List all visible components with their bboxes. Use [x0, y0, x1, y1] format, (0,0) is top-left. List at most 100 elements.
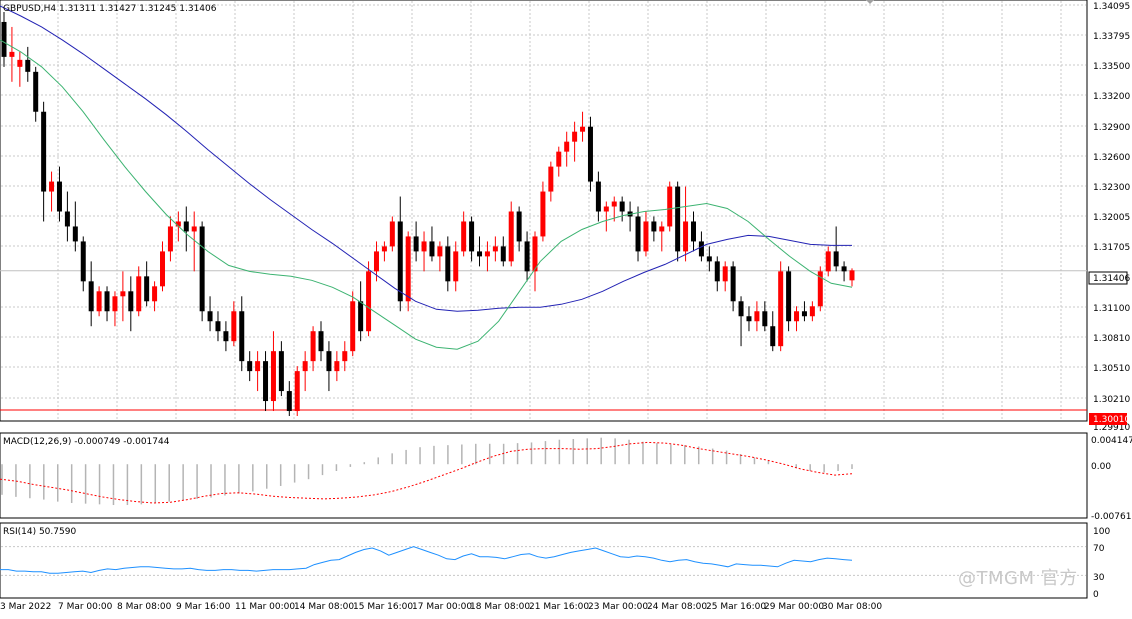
candle: [199, 221, 205, 322]
candle-body: [548, 166, 554, 192]
candle: [603, 201, 609, 232]
candle: [500, 236, 506, 267]
candle-body: [500, 246, 506, 262]
candle: [825, 246, 831, 277]
candle: [231, 301, 237, 347]
candle-body: [461, 221, 467, 252]
candle-body: [56, 181, 62, 212]
candle: [754, 301, 760, 332]
candle-body: [104, 291, 110, 312]
macd-axis-max: 0.004147: [1091, 436, 1132, 446]
candle-body: [64, 211, 70, 227]
candle-body: [25, 59, 31, 72]
candle: [437, 241, 443, 272]
price-axis: 1.34095 1.33795 1.33500 1.33200 1.32900 …: [1093, 2, 1130, 433]
slow-moving-average-line: [0, 5, 852, 312]
candle-body: [318, 331, 324, 352]
candle-body: [508, 211, 514, 262]
candle: [270, 331, 276, 412]
candle: [294, 366, 300, 417]
candle: [659, 221, 665, 252]
svg-text:1.32300: 1.32300: [1093, 183, 1130, 193]
candle-body: [437, 246, 443, 257]
candle: [841, 261, 847, 282]
current-price-tag: [1088, 271, 1128, 285]
candle: [112, 291, 118, 327]
candle: [746, 306, 752, 332]
candle: [690, 211, 696, 252]
candle: [223, 321, 229, 352]
candle-body: [33, 71, 39, 112]
candle-body: [651, 221, 657, 232]
macd-signal-line: [0, 441, 853, 504]
fast-moving-average-line: [0, 39, 853, 350]
candle: [532, 231, 538, 292]
watermark-text: @TMGM 官方: [958, 568, 1078, 589]
candle: [49, 171, 55, 212]
candle-body: [389, 221, 395, 247]
candle: [41, 101, 47, 222]
candle: [770, 311, 776, 352]
candle-body: [825, 251, 831, 272]
candle: [762, 301, 768, 332]
candle: [366, 261, 372, 337]
candle-body: [1, 21, 7, 57]
candle-body: [397, 221, 403, 302]
svg-text:1.31100: 1.31100: [1093, 304, 1130, 314]
candle-body: [72, 226, 78, 242]
candle-body: [167, 226, 173, 252]
candle: [461, 211, 467, 257]
macd-axis-min: -0.007613: [1091, 512, 1132, 522]
candle: [833, 226, 839, 272]
svg-text:24 Mar 08:00: 24 Mar 08:00: [647, 602, 707, 612]
main-panel-header: GBPUSD,H4 1.31311 1.31427 1.31245 1.3140…: [3, 4, 217, 14]
candle: [104, 286, 110, 322]
candle: [413, 221, 419, 262]
candle-body: [540, 191, 546, 237]
candle: [56, 166, 62, 222]
svg-text:1.33795: 1.33795: [1093, 32, 1130, 42]
candle-body: [120, 291, 126, 297]
svg-text:1.31705: 1.31705: [1093, 243, 1130, 253]
candle: [778, 261, 784, 352]
time-axis: 3 Mar 2022 7 Mar 00:00 8 Mar 08:00 9 Mar…: [0, 602, 882, 612]
candle-body: [112, 296, 118, 312]
candle: [239, 296, 245, 372]
level-price-tag: [1089, 413, 1127, 425]
candle-body: [128, 291, 134, 312]
candle-body: [722, 266, 728, 282]
candle-body: [199, 226, 205, 312]
candle: [286, 381, 292, 417]
svg-text:1.32005: 1.32005: [1093, 213, 1130, 223]
candle: [342, 341, 348, 372]
candle-body: [611, 201, 617, 207]
candle-body: [778, 271, 784, 347]
rsi-axis-0: 0: [1093, 590, 1099, 600]
candle-body: [587, 126, 593, 182]
candle: [667, 181, 673, 232]
candle: [595, 171, 601, 222]
candle-body: [762, 311, 768, 327]
candle-body: [144, 276, 150, 302]
candle: [469, 216, 475, 262]
candle: [540, 181, 546, 242]
main-grid: [1, 1, 1086, 420]
candle-body: [239, 311, 245, 362]
candle: [88, 261, 94, 327]
svg-text:3 Mar 2022: 3 Mar 2022: [0, 602, 51, 612]
candle: [263, 351, 269, 412]
svg-text:1.32900: 1.32900: [1093, 123, 1130, 133]
candle: [33, 66, 39, 122]
svg-text:18 Mar 08:00: 18 Mar 08:00: [470, 602, 530, 612]
svg-text:23 Mar 00:00: 23 Mar 00:00: [588, 602, 648, 612]
macd-panel-header: MACD(12,26,9) -0.000749 -0.001744: [3, 437, 170, 447]
candle: [794, 306, 800, 332]
svg-text:11 Mar 00:00: 11 Mar 00:00: [235, 602, 295, 612]
candle-body: [730, 266, 736, 302]
candle-body: [358, 301, 364, 332]
rsi-panel-header: RSI(14) 50.7590: [3, 527, 76, 537]
candle-body: [532, 236, 538, 272]
chart-shift-marker-icon[interactable]: [866, 0, 874, 4]
candle-body: [477, 251, 483, 257]
